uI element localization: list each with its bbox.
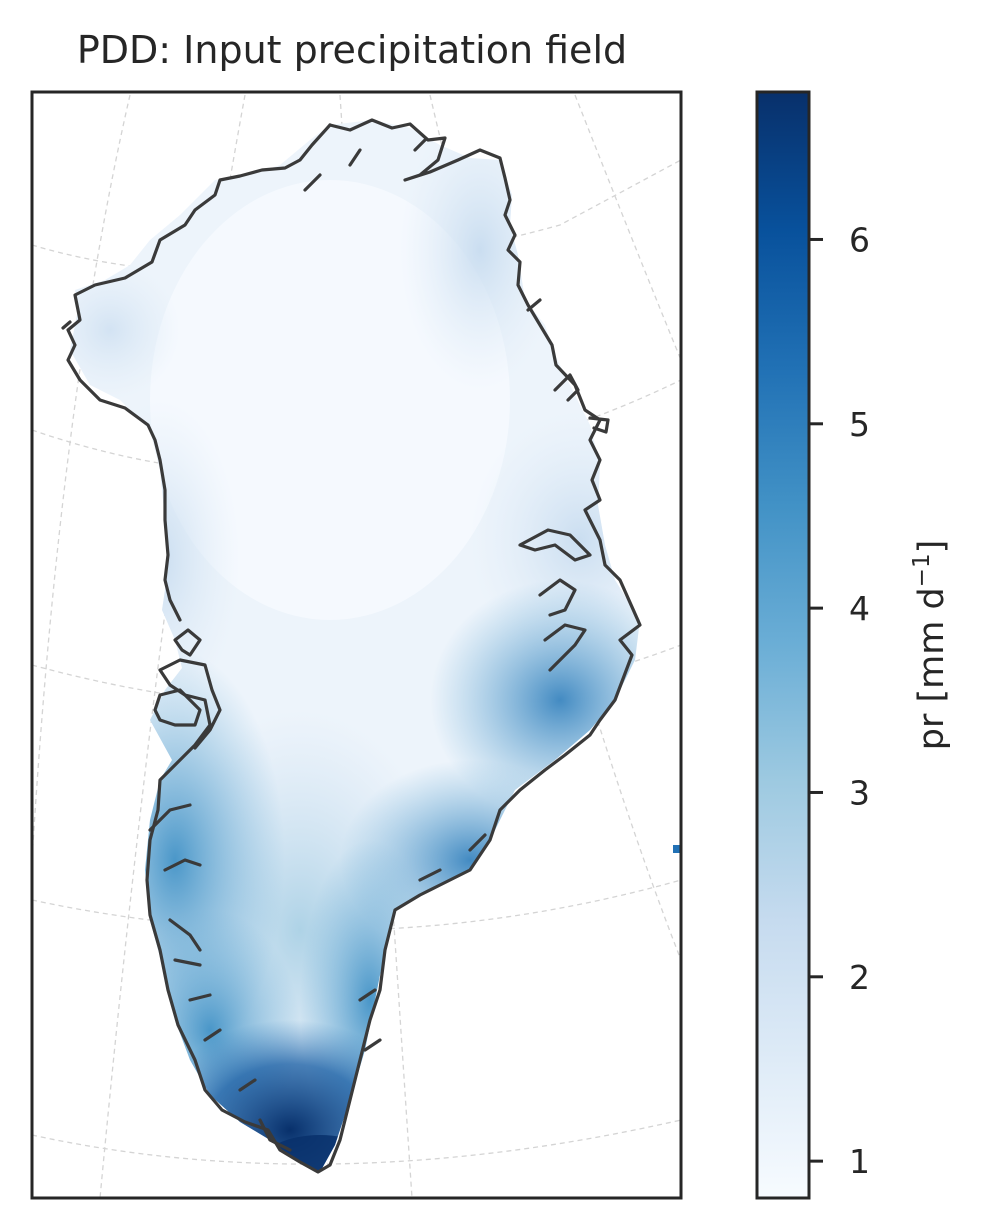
colorbar-ticks: 1 2 3 4 5 6 xyxy=(809,220,870,1181)
colorbar-tick-label: 5 xyxy=(849,405,870,444)
colorbar-tick-label: 4 xyxy=(849,589,870,628)
map-frame xyxy=(30,90,683,1200)
colorbar-label-main: pr [mm d xyxy=(912,587,952,750)
outlying-cell xyxy=(673,845,681,853)
colorbar-tick-label: 1 xyxy=(849,1142,870,1181)
colorbar-bar xyxy=(757,92,809,1198)
colorbar-label: pr [mm d−1] xyxy=(909,540,952,750)
colorbar: 1 2 3 4 5 6 pr [mm d−1] xyxy=(755,90,952,1200)
coastline xyxy=(61,118,642,1174)
colorbar-tick-label: 3 xyxy=(849,773,870,812)
graticule-meridian xyxy=(574,94,681,361)
colorbar-label-close: ] xyxy=(912,540,952,554)
colorbar-tick-label: 2 xyxy=(849,958,870,997)
colorbar-tick-label: 6 xyxy=(849,220,870,259)
graticule-meridian xyxy=(32,94,131,861)
map-area xyxy=(32,92,681,1198)
colorbar-label-superscript: −1 xyxy=(909,553,935,587)
chart-title: PDD: Input precipitation field xyxy=(77,28,627,72)
colorbar-frame xyxy=(755,90,811,1200)
